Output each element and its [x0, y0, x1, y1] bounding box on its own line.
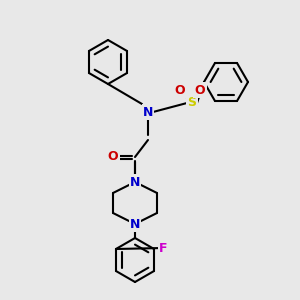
Text: N: N	[130, 218, 140, 230]
Text: O: O	[195, 83, 205, 97]
Text: N: N	[130, 176, 140, 188]
Text: F: F	[159, 242, 167, 254]
Text: O: O	[175, 83, 185, 97]
Text: O: O	[108, 151, 118, 164]
Text: S: S	[188, 97, 196, 110]
Text: N: N	[143, 106, 153, 118]
